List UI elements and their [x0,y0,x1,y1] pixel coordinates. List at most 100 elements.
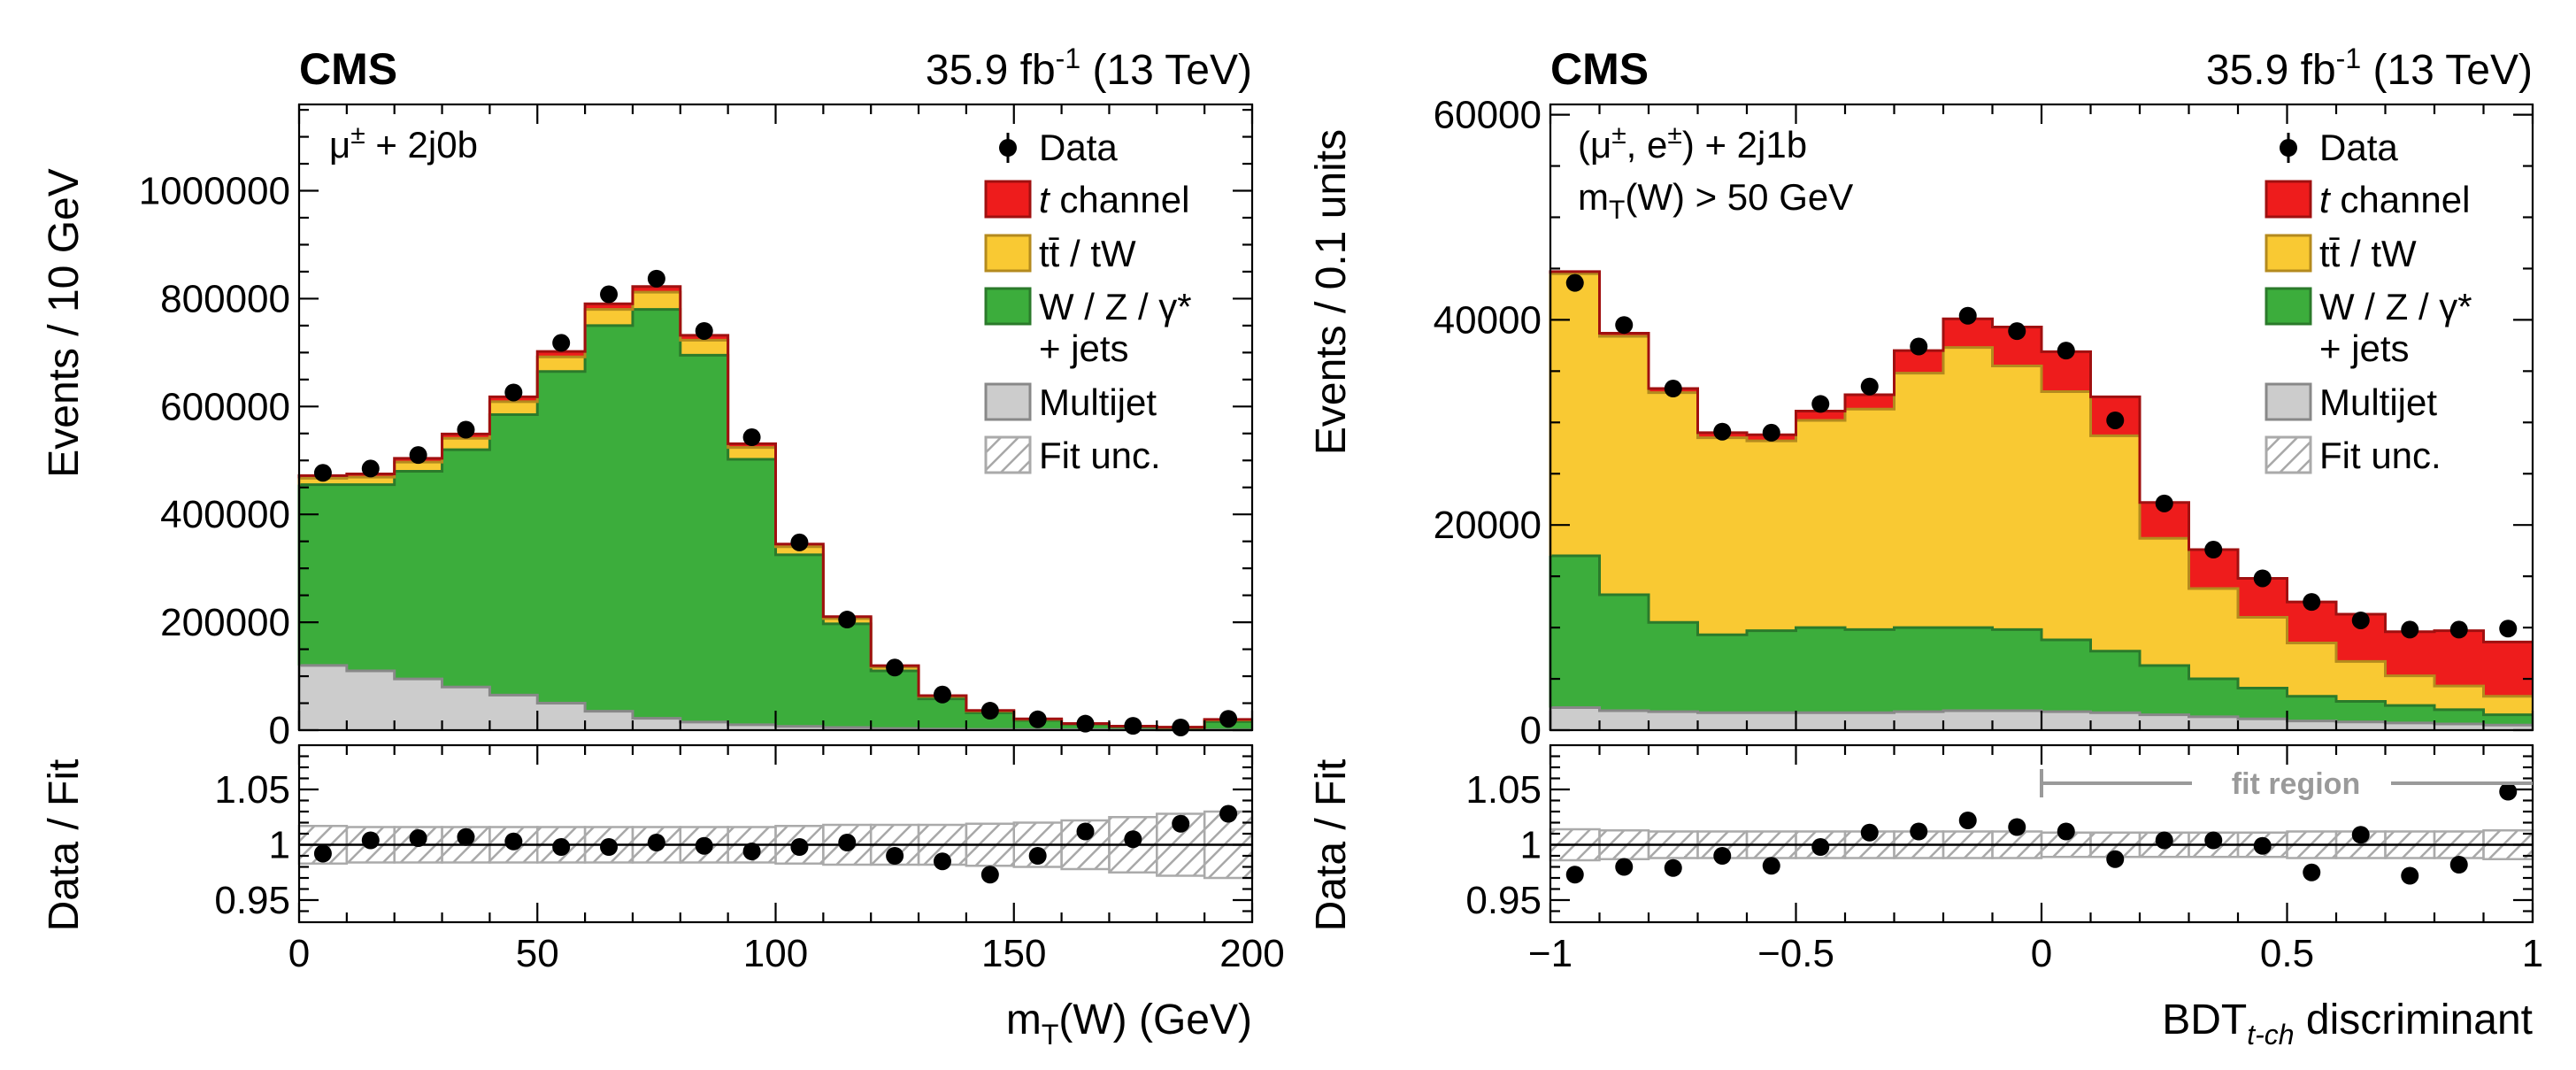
fit-region-indicator: fit region [2040,767,2533,801]
stack-outline-wzjets [1549,554,2533,717]
x-tick-label: 50 [516,932,559,975]
selection-note-rest: (W) > 50 GeV [1625,176,1853,218]
ratio-point [742,843,761,860]
main-plot: 0 200000 400000 600000 800000 1000000 [139,103,1254,752]
y-tick-label: 60000 [1434,94,1542,137]
data-point [2401,620,2419,639]
data-point [2351,611,2370,629]
data-point [2204,541,2223,559]
y-tick-label: 0 [269,709,290,752]
category-open: (μ [1578,124,1611,166]
legend-wzjets-label: W / Z / γ* [2319,286,2472,327]
legend-tchannel-rest: channel [2330,179,2471,220]
ratio-point [361,831,380,850]
x-tick-label: 200 [1219,932,1284,975]
data-point [1028,710,1047,728]
legend-tchannel-swatch [984,180,1032,219]
data-point [2499,620,2518,638]
x-axis-label: BDTt-ch discriminant [2162,997,2533,1051]
x-axis-label-rest: discriminant [2295,997,2533,1043]
ratio-point [1124,830,1142,849]
ratio-point [1615,858,1634,876]
ratio-y-tick-label: 1 [269,824,290,867]
x-tick-label: −1 [1528,932,1573,975]
legend-multijet-swatch [984,382,1032,421]
x-tick-label: 0.5 [2260,932,2314,975]
selection-note-main: m [1578,176,1609,218]
lumi-label: 35.9 fb-1 (13 TeV) [926,42,1252,94]
legend-multijet-label: Multijet [1039,381,1157,423]
ratio-point [1664,858,1682,877]
y-tick-label: 800000 [160,277,290,320]
data-point [1124,717,1142,735]
legend-wzjets-swatch [984,287,1032,326]
selection-note-sub: T [1609,196,1625,225]
data-point [2155,494,2173,512]
data-point [1219,710,1238,728]
x-tick-label: 0 [2031,932,2052,975]
legend-multijet-swatch [2265,382,2312,421]
cms-label: CMS [299,44,397,94]
ratio-point [1076,822,1095,841]
ratio-y-tick-label: 1.05 [214,768,290,812]
x-axis-label: mT(W) (GeV) [1006,997,1252,1051]
lumi-energy: (13 TeV) [1080,47,1252,94]
legend-fitunc-swatch [2265,435,2312,474]
ratio-point [600,838,619,856]
y-tick-label: 40000 [1434,298,1542,342]
legend-tchannel-italic: t [2319,179,2332,220]
data-point [2449,620,2468,639]
data-point [838,611,857,629]
ratio-plot: 0 50 100 150 200 0.95 1 1.05 [214,743,1285,975]
legend: Data t channel tt̄ / tW W / Z / γ*+ jets Mul… [984,127,1192,476]
data-point [457,420,475,439]
legend-data-label: Data [1039,127,1118,168]
legend-fitunc-swatch [984,435,1032,474]
ratio-y-tick-label: 1 [1520,824,1542,867]
ratio-point [2106,850,2125,868]
data-point [886,658,904,677]
data-point [933,685,951,704]
ratio-point [1762,857,1780,875]
lumi-value: 35.9 fb [926,47,1056,94]
data-point [600,285,619,304]
data-point [790,533,809,551]
data-point [2057,342,2075,360]
ratio-point [1028,847,1047,865]
data-point [1565,273,1584,292]
ratio-point [2253,836,2272,855]
ratio-point [1565,866,1584,884]
stack-outline-tchannel [1549,270,2533,643]
data-point [1076,714,1095,733]
x-axis-label-main: BDT [2162,997,2247,1043]
data-point [2253,569,2272,588]
legend-tchannel-italic: t [1039,179,1051,220]
data-point [695,321,713,340]
category-jets: ) + 2j1b [1682,124,1807,166]
data-point [1762,423,1780,442]
category-lepton: μ [329,124,350,166]
ratio-point [1811,838,1830,856]
ratio-point [2499,782,2518,801]
ratio-point [409,829,427,847]
ratio-point [933,852,951,871]
ratio-point [1910,822,1928,841]
legend-tchannel-swatch [2265,180,2312,219]
y-tick-label: 0 [1520,709,1542,752]
ratio-point [552,838,571,856]
legend-tchannel-label: t channel [1039,179,1189,220]
legend-wzjets-label-line2: + jets [1039,327,1129,369]
lumi-label: 35.9 fb-1 (13 TeV) [2206,42,2533,94]
ratio-point [2401,866,2419,885]
ratio-y-tick-label: 0.95 [1465,879,1542,922]
data-point [1172,718,1190,736]
ratio-point [2351,826,2370,844]
y-tick-label: 600000 [160,385,290,428]
ratio-point [695,836,713,855]
legend-ttbar-label: tt̄ / tW [1039,233,1136,274]
legend-tchannel-rest: channel [1050,179,1190,220]
data-point [1910,337,1928,356]
category-label: (μ±, e±) + 2j1b [1578,120,1807,166]
data-point [504,383,523,402]
ratio-point [2449,856,2468,874]
